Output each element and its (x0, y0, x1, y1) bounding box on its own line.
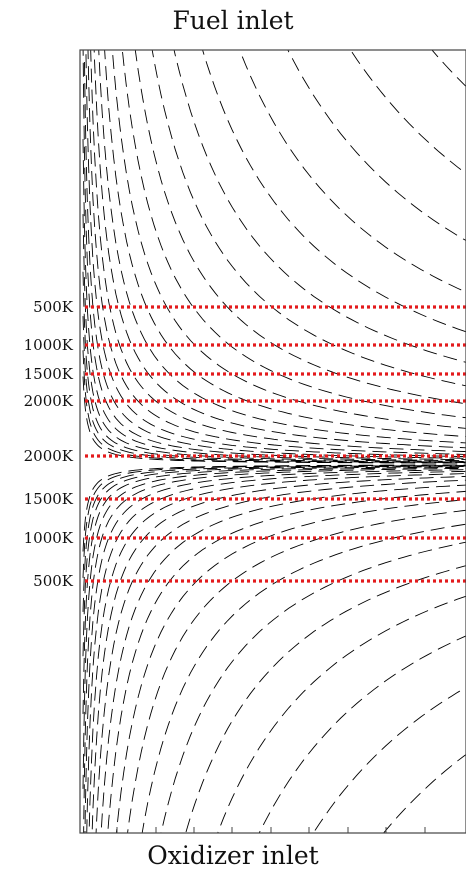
streamline (82, 214, 466, 462)
isotherm-labels: 500K 1000K 1500K 2000K 2000K 1500K 1000K 500K (24, 298, 74, 590)
isotherm-label: 2000K (24, 447, 74, 465)
streamline (82, 139, 466, 462)
streamline (239, 50, 466, 293)
isotherm-label: 1500K (24, 365, 74, 383)
streamline (85, 50, 466, 458)
streamline (383, 753, 466, 833)
streamline (104, 50, 466, 438)
streamline (82, 376, 466, 464)
axis-ticks (116, 827, 426, 833)
streamline (84, 61, 466, 459)
isotherm-label: 500K (33, 298, 74, 316)
isotherm-label: 2000K (24, 392, 74, 410)
streamline (88, 473, 466, 833)
streamline (160, 541, 466, 833)
streamline (185, 565, 466, 833)
streamlines (82, 50, 466, 833)
streamline (95, 479, 466, 833)
isotherm-label: 1000K (24, 336, 74, 354)
streamline (121, 50, 466, 419)
streamline (431, 50, 466, 87)
fuel-inlet-title: Fuel inlet (172, 6, 294, 35)
streamline (151, 50, 466, 387)
streamline (287, 50, 466, 242)
streamline (91, 475, 466, 833)
streamline (82, 465, 466, 657)
streamline (87, 50, 466, 455)
streamline (82, 466, 466, 789)
isotherm-label: 1000K (24, 529, 74, 547)
streamline (82, 50, 466, 461)
streamline (350, 50, 466, 175)
streamline (258, 635, 466, 833)
streamline (90, 50, 466, 453)
streamline (82, 466, 466, 714)
oxidizer-inlet-title: Oxidizer inlet (147, 841, 319, 870)
streamline (217, 595, 466, 833)
streamline (111, 50, 466, 429)
streamline (82, 465, 466, 612)
streamline (115, 499, 466, 833)
isotherm-label: 1500K (24, 490, 74, 508)
streamline (82, 316, 466, 463)
streamline (82, 464, 466, 578)
streamline (84, 469, 466, 833)
streamline (107, 490, 466, 833)
streamline (202, 50, 466, 333)
isotherm-label: 500K (33, 572, 74, 590)
streamline (173, 50, 466, 363)
streamline (312, 686, 466, 833)
streamline (83, 467, 466, 833)
streamline (127, 509, 466, 833)
streamline (98, 50, 466, 444)
streamline (141, 523, 466, 833)
streamline (82, 350, 466, 464)
streamline (86, 470, 466, 833)
streamline (134, 50, 466, 405)
plot-frame (79, 49, 466, 834)
streamline (82, 271, 466, 463)
streamline (100, 484, 466, 833)
streamline (93, 50, 466, 449)
